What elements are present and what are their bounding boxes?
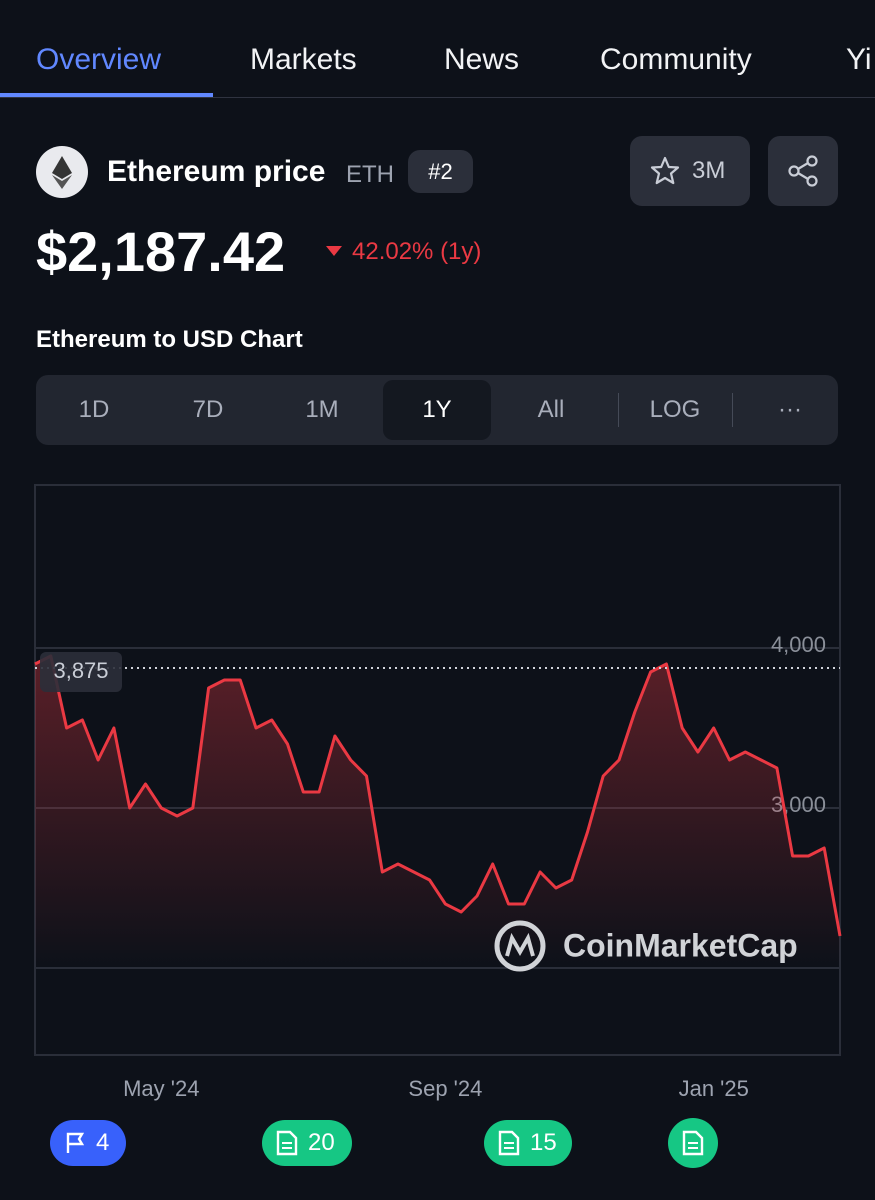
tab[interactable]: News xyxy=(444,43,520,76)
tab-underline xyxy=(0,93,213,97)
range-button[interactable]: LOG xyxy=(649,396,701,423)
x-tick-label: Jan '25 xyxy=(679,1076,749,1101)
share-icon xyxy=(788,155,818,187)
flag-icon xyxy=(66,1132,85,1153)
price-area xyxy=(35,656,840,968)
event-count: 15 xyxy=(530,1129,557,1156)
price-change: 42.02% (1y) xyxy=(352,238,482,265)
coin-symbol: ETH xyxy=(346,161,394,188)
coin-name: Ethereum price xyxy=(107,155,326,188)
separator xyxy=(618,393,619,427)
watermark-logo xyxy=(494,920,546,972)
share-button[interactable] xyxy=(768,136,838,206)
event-count: 4 xyxy=(96,1129,110,1156)
range-button[interactable]: 1Y xyxy=(422,396,452,423)
eth-logo xyxy=(36,146,88,198)
range-button[interactable]: 7D xyxy=(192,396,224,423)
watermark-logo xyxy=(505,932,535,957)
watermark-text: CoinMarketCap xyxy=(563,927,798,963)
event-badge[interactable] xyxy=(668,1118,718,1168)
chart-title: Ethereum to USD Chart xyxy=(36,326,303,353)
star-icon xyxy=(650,156,680,185)
range-selected xyxy=(383,380,491,440)
tab[interactable]: Yi xyxy=(846,43,872,76)
range-button[interactable]: ··· xyxy=(778,396,802,423)
reference-label-box xyxy=(40,652,122,692)
doc-icon xyxy=(682,1130,704,1156)
rank-badge: #2 xyxy=(408,150,473,193)
price-line xyxy=(34,654,842,937)
reference-label: 3,875 xyxy=(53,658,108,683)
eth-icon xyxy=(52,156,72,189)
watchlist-button[interactable]: 3M xyxy=(630,136,750,206)
watermark: CoinMarketCap xyxy=(494,920,798,972)
tab[interactable]: Markets xyxy=(250,43,357,76)
doc-icon xyxy=(276,1130,298,1156)
doc-icon xyxy=(498,1130,520,1156)
price: $2,187.42 xyxy=(36,220,286,283)
event-badge[interactable]: 4 xyxy=(50,1120,126,1166)
event-badge[interactable]: 20 xyxy=(262,1120,352,1166)
x-tick-label: Sep '24 xyxy=(408,1076,482,1101)
separator xyxy=(732,393,733,427)
tab-divider xyxy=(0,97,875,98)
range-button[interactable]: 1D xyxy=(78,396,110,423)
event-count: 20 xyxy=(308,1129,335,1156)
tab[interactable]: Overview xyxy=(36,43,162,76)
x-tick-label: May '24 xyxy=(123,1076,199,1101)
watchlist-count: 3M xyxy=(692,157,726,184)
event-badge[interactable]: 15 xyxy=(484,1120,572,1166)
tab[interactable]: Community xyxy=(600,43,752,76)
range-button[interactable]: All xyxy=(537,396,565,423)
y-tick-label: 4,000 xyxy=(771,632,826,657)
range-button[interactable]: 1M xyxy=(305,396,339,423)
down-arrow xyxy=(326,246,342,256)
